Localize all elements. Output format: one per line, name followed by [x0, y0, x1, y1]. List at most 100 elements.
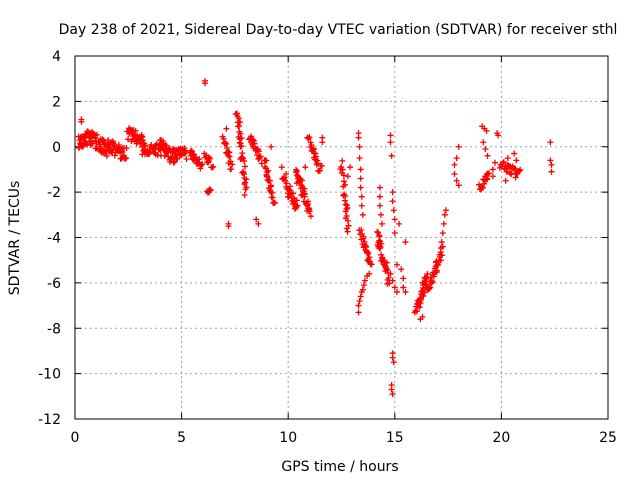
- data-point: [251, 140, 258, 147]
- data-point: [109, 138, 116, 145]
- data-point: [512, 174, 519, 181]
- data-point: [441, 211, 448, 218]
- data-point: [181, 148, 188, 155]
- data-point: [489, 173, 496, 180]
- data-point: [255, 220, 262, 227]
- data-point: [548, 168, 555, 175]
- data-point: [357, 175, 364, 182]
- data-point: [390, 359, 397, 366]
- data-point: [239, 169, 246, 176]
- data-point: [152, 151, 159, 158]
- data-point: [205, 187, 212, 194]
- data-point: [305, 206, 312, 213]
- data-point: [435, 257, 442, 264]
- data-point: [389, 198, 396, 205]
- data-point: [233, 110, 240, 117]
- data-point: [481, 180, 488, 187]
- data-point: [93, 131, 100, 138]
- data-point: [221, 140, 228, 147]
- data-point: [480, 139, 487, 146]
- data-point: [201, 150, 208, 157]
- data-point: [183, 155, 190, 162]
- data-point: [387, 139, 394, 146]
- data-point: [453, 177, 460, 184]
- data-point: [511, 165, 518, 172]
- data-point: [241, 181, 248, 188]
- data-point: [88, 137, 95, 144]
- data-point: [225, 160, 232, 167]
- data-point: [496, 164, 503, 171]
- data-point: [305, 198, 312, 205]
- data-point: [343, 225, 350, 232]
- data-point: [87, 142, 94, 149]
- data-point: [547, 139, 554, 146]
- data-point: [411, 309, 418, 316]
- data-point: [146, 150, 153, 157]
- grid-lines: [75, 56, 608, 419]
- y-tick-label: 4: [52, 49, 61, 65]
- data-point: [342, 208, 349, 215]
- data-point: [420, 293, 427, 300]
- data-point: [419, 287, 426, 294]
- x-tick-label: 5: [177, 430, 186, 446]
- data-point: [455, 182, 462, 189]
- data-point: [192, 155, 199, 162]
- data-point: [239, 154, 246, 161]
- data-point: [358, 202, 365, 209]
- data-point: [197, 165, 204, 172]
- data-point: [504, 155, 511, 162]
- data-point: [340, 192, 347, 199]
- data-point: [426, 285, 433, 292]
- data-point: [243, 176, 250, 183]
- data-point: [430, 273, 437, 280]
- data-point: [304, 202, 311, 209]
- data-point: [241, 192, 248, 199]
- data-point: [248, 133, 255, 140]
- data-point: [368, 261, 375, 268]
- data-point: [344, 204, 351, 211]
- data-point: [294, 172, 301, 179]
- data-point: [307, 139, 314, 146]
- x-tick-label: 15: [386, 430, 404, 446]
- data-point: [219, 133, 226, 140]
- data-point: [237, 143, 244, 150]
- data-point: [240, 155, 247, 162]
- data-point: [366, 270, 373, 277]
- data-point: [314, 157, 321, 164]
- data-point: [396, 220, 403, 227]
- data-point: [123, 145, 130, 152]
- data-point: [500, 159, 507, 166]
- data-point: [170, 159, 177, 166]
- data-point: [508, 171, 515, 178]
- data-point: [265, 167, 272, 174]
- data-point: [99, 136, 106, 143]
- data-point: [387, 132, 394, 139]
- data-point: [433, 267, 440, 274]
- data-point: [389, 277, 396, 284]
- y-tick-label: -10: [38, 367, 61, 383]
- data-point: [478, 183, 485, 190]
- data-point: [342, 201, 349, 208]
- data-point: [255, 148, 262, 155]
- data-point: [339, 166, 346, 173]
- data-point: [316, 167, 323, 174]
- data-point: [393, 288, 400, 295]
- data-point: [547, 157, 554, 164]
- data-point: [235, 115, 242, 122]
- axis-ticks: [74, 55, 609, 420]
- data-point: [198, 161, 205, 168]
- data-point: [278, 164, 285, 171]
- data-point: [142, 142, 149, 149]
- data-point: [269, 194, 276, 201]
- data-point: [376, 202, 383, 209]
- data-point: [357, 293, 364, 300]
- y-tick-label: -4: [47, 231, 61, 247]
- data-point: [356, 298, 363, 305]
- data-point: [202, 77, 209, 84]
- data-point: [318, 162, 325, 169]
- data-point: [229, 161, 236, 168]
- data-point: [192, 154, 199, 161]
- data-point: [267, 183, 274, 190]
- data-point: [261, 163, 268, 170]
- data-point: [161, 152, 168, 159]
